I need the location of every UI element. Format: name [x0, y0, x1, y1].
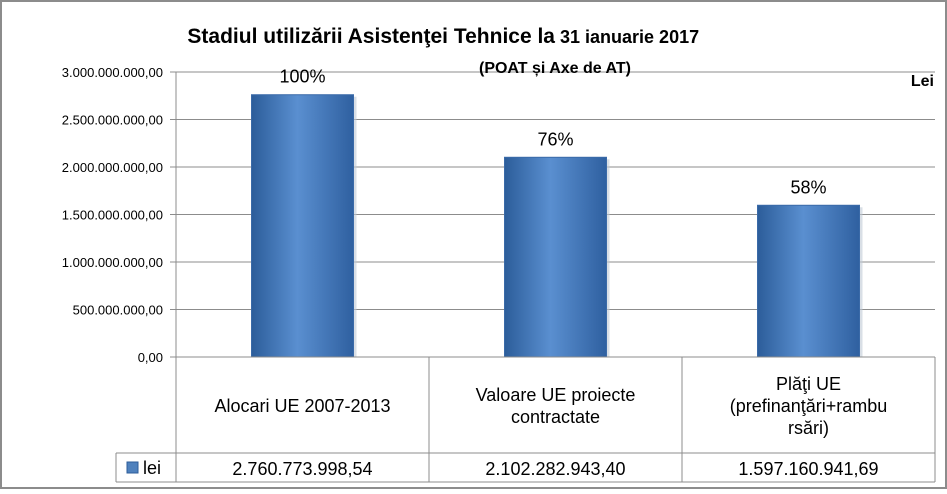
y-tick-label: 2.000.000.000,00: [62, 160, 163, 175]
chart-title: Stadiul utilizării Asistenţei Tehnice la: [187, 25, 555, 48]
bars: [251, 94, 863, 358]
y-tick-label: 1.500.000.000,00: [62, 208, 163, 223]
chart-title-date: 31 ianuarie 2017: [560, 27, 699, 47]
bar: [251, 94, 354, 358]
y-tick-label: 3.000.000.000,00: [62, 65, 163, 80]
data-table: [115, 356, 936, 483]
table-value-cell: 1.597.160.941,69: [738, 459, 878, 479]
table-value-cell: 2.760.773.998,54: [232, 459, 372, 479]
percent-label: 58%: [790, 177, 826, 197]
bar: [504, 156, 607, 358]
table-value-cell: 2.102.282.943,40: [485, 459, 625, 479]
y-tick-label: 1.000.000.000,00: [62, 255, 163, 270]
bar: [757, 204, 860, 358]
x-category-label: Valoare UE proiecte contractate: [476, 385, 636, 427]
chart-subtitle: (POAT și Axe de AT): [479, 60, 631, 77]
percent-label: 76%: [537, 129, 573, 149]
unit-label: Lei: [911, 73, 934, 90]
legend-series-name: lei: [143, 458, 161, 478]
x-category-label: Plăţi UE (prefinanţări+rambu rsări): [730, 374, 888, 438]
y-tick-label: 500.000.000,00: [73, 303, 163, 318]
chart-text: Stadiul utilizării Asistenţei Tehnice la…: [62, 25, 934, 479]
y-tick-label: 2.500.000.000,00: [62, 113, 163, 128]
y-tick-label: 0,00: [138, 350, 163, 365]
legend-swatch: [126, 461, 139, 474]
x-category-label: Alocari UE 2007-2013: [214, 396, 390, 416]
percent-label: 100%: [279, 67, 325, 87]
